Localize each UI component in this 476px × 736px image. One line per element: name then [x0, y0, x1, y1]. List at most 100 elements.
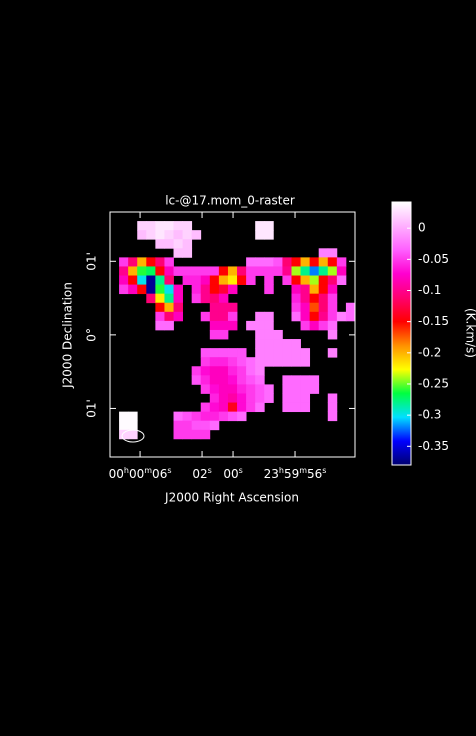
cell [255, 348, 265, 358]
cell [264, 393, 274, 403]
cell [137, 257, 147, 267]
cell [200, 420, 211, 431]
cell [227, 320, 238, 331]
cell [155, 293, 165, 304]
cell [155, 284, 165, 295]
cell [291, 402, 301, 413]
cell [182, 230, 193, 240]
cell [227, 393, 238, 403]
cell [200, 375, 211, 385]
cell [209, 320, 220, 331]
cell [327, 293, 338, 304]
cell [173, 239, 183, 249]
cell [291, 311, 301, 322]
cell [155, 257, 165, 267]
cell [164, 311, 174, 322]
cell [273, 257, 283, 267]
cell [191, 284, 202, 295]
cell [291, 357, 301, 367]
cell [300, 393, 311, 403]
cell [182, 221, 193, 231]
y-tick-label: 01' [85, 252, 99, 271]
cell [209, 402, 220, 413]
cell [146, 275, 156, 285]
cell [327, 329, 338, 340]
cell [246, 393, 256, 403]
cell [291, 375, 301, 385]
cell [155, 275, 165, 285]
cell [237, 384, 247, 394]
cell [155, 320, 165, 331]
cell [345, 311, 356, 322]
cell [227, 402, 238, 413]
x-tick-label: 00s [223, 466, 242, 481]
cell [200, 284, 211, 295]
cell [309, 375, 320, 385]
cell [119, 257, 129, 267]
cell [137, 230, 147, 240]
cell [264, 329, 274, 340]
cell [155, 221, 165, 231]
cell [218, 302, 229, 313]
cell [218, 275, 229, 285]
cell [218, 320, 229, 331]
cell [182, 429, 193, 440]
colorbar-tick-label: 0 [418, 221, 426, 235]
cell [246, 402, 256, 413]
cell [209, 311, 220, 322]
cell [318, 311, 329, 322]
cell [327, 284, 338, 295]
cell [146, 266, 156, 276]
cell [200, 429, 211, 440]
cell [318, 275, 329, 285]
cell [164, 284, 174, 295]
cell [282, 393, 292, 403]
cell [218, 357, 229, 367]
cell [182, 266, 193, 276]
cell [291, 302, 301, 313]
cell [173, 266, 183, 276]
cell [255, 320, 265, 331]
cell [155, 239, 165, 249]
cell [327, 411, 338, 422]
cell [173, 411, 183, 422]
cell [191, 411, 202, 422]
cell [273, 329, 283, 340]
cell [155, 302, 165, 313]
cell [300, 348, 311, 358]
cell [173, 221, 183, 231]
cell [164, 293, 174, 304]
cell [128, 275, 138, 285]
cell [209, 393, 220, 403]
cell [200, 366, 211, 376]
cell [264, 257, 274, 267]
cell [237, 275, 247, 285]
cell [327, 302, 338, 313]
cell [291, 348, 301, 358]
cell [327, 348, 338, 358]
cell [318, 320, 329, 331]
cell [182, 275, 193, 285]
cell [119, 429, 129, 440]
cell [300, 357, 311, 367]
cell [300, 284, 311, 295]
cell [309, 293, 320, 304]
cell [146, 257, 156, 267]
cell [273, 348, 283, 358]
cell [273, 339, 283, 349]
cell [264, 320, 274, 331]
cell [255, 257, 265, 267]
cell [173, 311, 183, 322]
cell [191, 293, 202, 304]
cell [173, 284, 183, 295]
cell [209, 293, 220, 304]
cell [119, 284, 129, 295]
cell [273, 357, 283, 367]
cell [218, 375, 229, 385]
cell [173, 302, 183, 313]
cell [209, 384, 220, 394]
cell [155, 230, 165, 240]
cell [237, 348, 247, 358]
colorbar-tick-label: -0.15 [418, 314, 449, 328]
colorbar-tick-label: -0.2 [418, 345, 441, 359]
